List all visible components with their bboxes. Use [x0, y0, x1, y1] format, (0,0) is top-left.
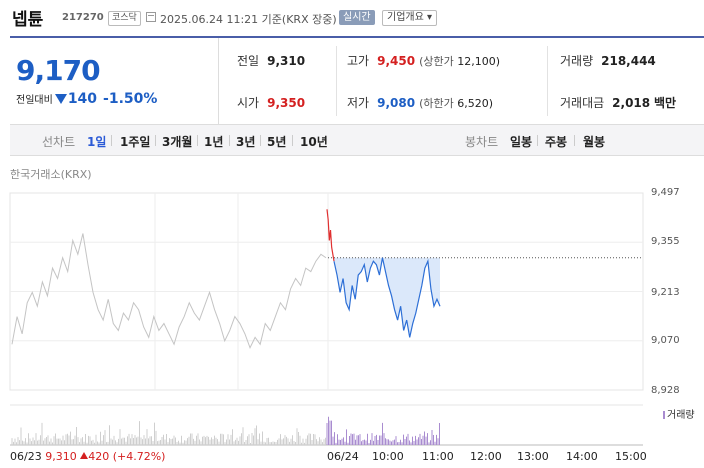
chart-source: 한국거래소(KRX) [10, 168, 92, 181]
x-tick-label: 14:00 [566, 450, 598, 463]
stat-high: 고가 9,450 (상한가 12,100) [347, 54, 500, 68]
tab-weekly[interactable]: 주봉 [545, 135, 568, 149]
volume-legend-swatch [663, 411, 665, 419]
tab-1d[interactable]: 1일 [87, 135, 107, 149]
tab-separator [197, 135, 198, 146]
today-line-up [326, 209, 335, 262]
tab-separator [574, 135, 575, 146]
tab-separator [260, 135, 261, 146]
x-tick-label: 06/24 [327, 450, 359, 463]
y-tick-label: 9,355 [651, 236, 680, 247]
tab-5y[interactable]: 5년 [267, 135, 287, 149]
tab-daily[interactable]: 일봉 [510, 135, 533, 149]
chart-tabs: 선차트 1일 1주일 3개월 1년 3년 5년 10년 봉차트 일봉 주봉 월봉 [10, 125, 704, 156]
y-tick-label: 9,213 [651, 287, 680, 298]
tab-10y[interactable]: 10년 [300, 135, 328, 149]
stock-header: 넵튠 217270 코스닥 2025.06.24 11:21 기준(KRX 장중… [0, 0, 704, 36]
stat-low: 저가 9,080 (하한가 6,520) [347, 96, 494, 110]
tab-1y[interactable]: 1년 [204, 135, 224, 149]
tab-monthly[interactable]: 월봉 [583, 135, 606, 149]
today-line-down [333, 257, 441, 338]
stat-open: 시가 9,350 [237, 96, 306, 110]
stat-divider [336, 46, 337, 116]
stats-divider [10, 124, 704, 125]
stat-volume: 거래량 218,444 [560, 54, 656, 68]
today-area [334, 257, 440, 338]
change-label: 전일대비 [16, 95, 53, 106]
stock-name: 넵튠 [12, 10, 44, 30]
x-tick-label: 13:00 [517, 450, 549, 463]
tab-3m[interactable]: 3개월 [162, 135, 193, 149]
market-badge: 코스닥 [108, 11, 141, 26]
realtime-button[interactable]: 실시간 [339, 10, 375, 25]
quote-datetime: 2025.06.24 11:21 기준(KRX 장중) [160, 13, 337, 26]
tab-separator [155, 135, 156, 146]
change-amount: 140 [67, 91, 98, 107]
tab-separator [537, 135, 538, 146]
volume-label: 거래량 [663, 406, 695, 421]
price-change: 전일대비 140 -1.50% [16, 91, 157, 107]
price-box: 9,170 전일대비 140 -1.50% [10, 38, 219, 124]
y-tick-label: 9,070 [651, 335, 680, 346]
company-summary-button[interactable]: 기업개요 ▾ [382, 10, 438, 26]
line-chart-label: 선차트 [42, 135, 76, 149]
stat-prev-close: 전일 9,310 [237, 54, 306, 68]
tab-1w[interactable]: 1주일 [120, 135, 151, 149]
x-tick-label: 10:00 [372, 450, 404, 463]
x-tick-label: 11:00 [422, 450, 454, 463]
quote-stats: 전일 9,310 시가 9,350 고가 9,450 (상한가 12,100) 저가 9,… [219, 38, 704, 124]
up-arrow-icon [80, 452, 89, 459]
previous-day-summary: 06/23 9,310 420 (+4.72%) [10, 450, 165, 463]
calendar-icon [146, 12, 156, 22]
chevron-down-icon: ▾ [423, 12, 433, 23]
stock-code: 217270 [62, 12, 104, 23]
prev-date: 06/23 [10, 450, 42, 463]
y-tick-label: 8,928 [651, 385, 680, 396]
change-percent: -1.50% [103, 91, 158, 107]
stat-divider [547, 46, 548, 116]
tab-separator [292, 135, 293, 146]
y-tick-label: 9,497 [651, 187, 680, 198]
stat-trade-value: 거래대금 2,018 백만 [560, 96, 677, 110]
prev-change: 420 [88, 450, 110, 463]
tab-3y[interactable]: 3년 [236, 135, 256, 149]
prev-change-pct: (+4.72%) [112, 450, 166, 463]
tab-separator [111, 135, 112, 146]
x-tick-label: 12:00 [470, 450, 502, 463]
candle-chart-label: 봉차트 [465, 135, 499, 149]
tab-separator [229, 135, 230, 146]
current-price: 9,170 [16, 54, 101, 87]
x-tick-label: 15:00 [615, 450, 647, 463]
prev-close: 9,310 [45, 450, 77, 463]
prev-day-line [11, 233, 327, 350]
down-arrow-icon [54, 94, 67, 104]
header-divider [10, 36, 704, 38]
